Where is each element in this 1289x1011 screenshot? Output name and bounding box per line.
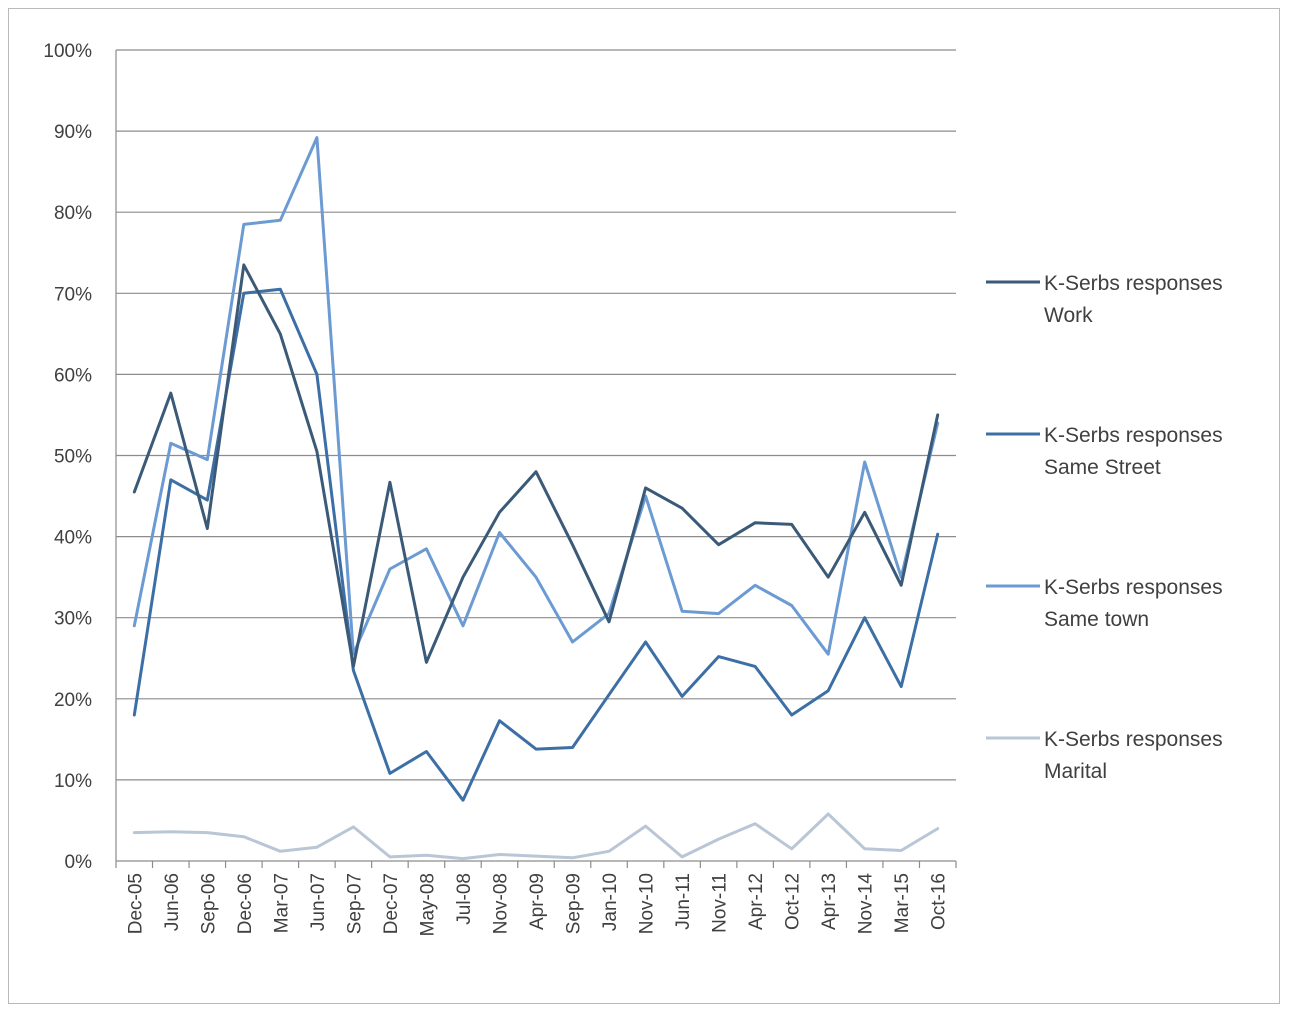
y-tick-label: 70% (54, 284, 92, 305)
x-tick-label: Oct-16 (929, 873, 950, 930)
y-tick-label: 80% (54, 203, 92, 224)
y-tick-label: 20% (54, 690, 92, 711)
x-tick-label: Dec-05 (125, 873, 146, 934)
y-tick-label: 90% (54, 122, 92, 143)
x-tick-label: Oct-12 (783, 873, 804, 930)
x-tick-label: Jan-10 (600, 873, 621, 931)
series-line (132, 287, 940, 802)
x-tick-label: Apr-13 (819, 873, 840, 930)
y-tick-label: 60% (54, 365, 92, 386)
series-line (132, 136, 940, 656)
legend-label: K-Serbs responses (1044, 424, 1223, 447)
x-tick-label: Dec-06 (235, 873, 256, 934)
y-tick-label: 0% (65, 852, 93, 873)
x-tick-label: Jun-06 (162, 873, 183, 931)
legend-label: Same town (1044, 608, 1149, 631)
series-line (132, 263, 940, 668)
x-tick-label: Nov-14 (856, 873, 877, 935)
x-tick-label: Nov-11 (710, 873, 731, 933)
legend-label: Same Street (1044, 456, 1161, 479)
series-line (132, 812, 940, 861)
x-tick-label: May-08 (417, 873, 438, 936)
x-tick-label: Jun-11 (673, 873, 694, 930)
x-tick-label: Dec-07 (381, 873, 402, 934)
legend-label: K-Serbs responses (1044, 576, 1223, 599)
x-tick-label: Sep-09 (564, 873, 585, 934)
x-tick-label: Apr-09 (527, 873, 548, 930)
x-tick-label: Jun-07 (308, 873, 329, 931)
x-tick-label: Mar-07 (271, 873, 292, 933)
y-tick-label: 40% (54, 528, 92, 549)
y-tick-label: 10% (54, 771, 92, 792)
x-tick-label: Jul-08 (454, 873, 475, 925)
x-tick-label: Nov-08 (490, 873, 511, 934)
x-tick-label: Sep-07 (344, 873, 365, 934)
y-tick-label: 100% (43, 41, 92, 62)
x-tick-label: Apr-12 (746, 873, 767, 930)
x-tick-label: Sep-06 (198, 873, 219, 934)
legend-label: Marital (1044, 760, 1107, 783)
x-tick-label: Nov-10 (637, 873, 658, 934)
legend-label: K-Serbs responses (1044, 728, 1223, 751)
y-tick-label: 30% (54, 609, 92, 630)
legend-label: K-Serbs responses (1044, 272, 1223, 295)
y-tick-label: 50% (54, 447, 92, 468)
x-tick-label: Mar-15 (892, 873, 913, 933)
legend-label: Work (1044, 304, 1093, 327)
